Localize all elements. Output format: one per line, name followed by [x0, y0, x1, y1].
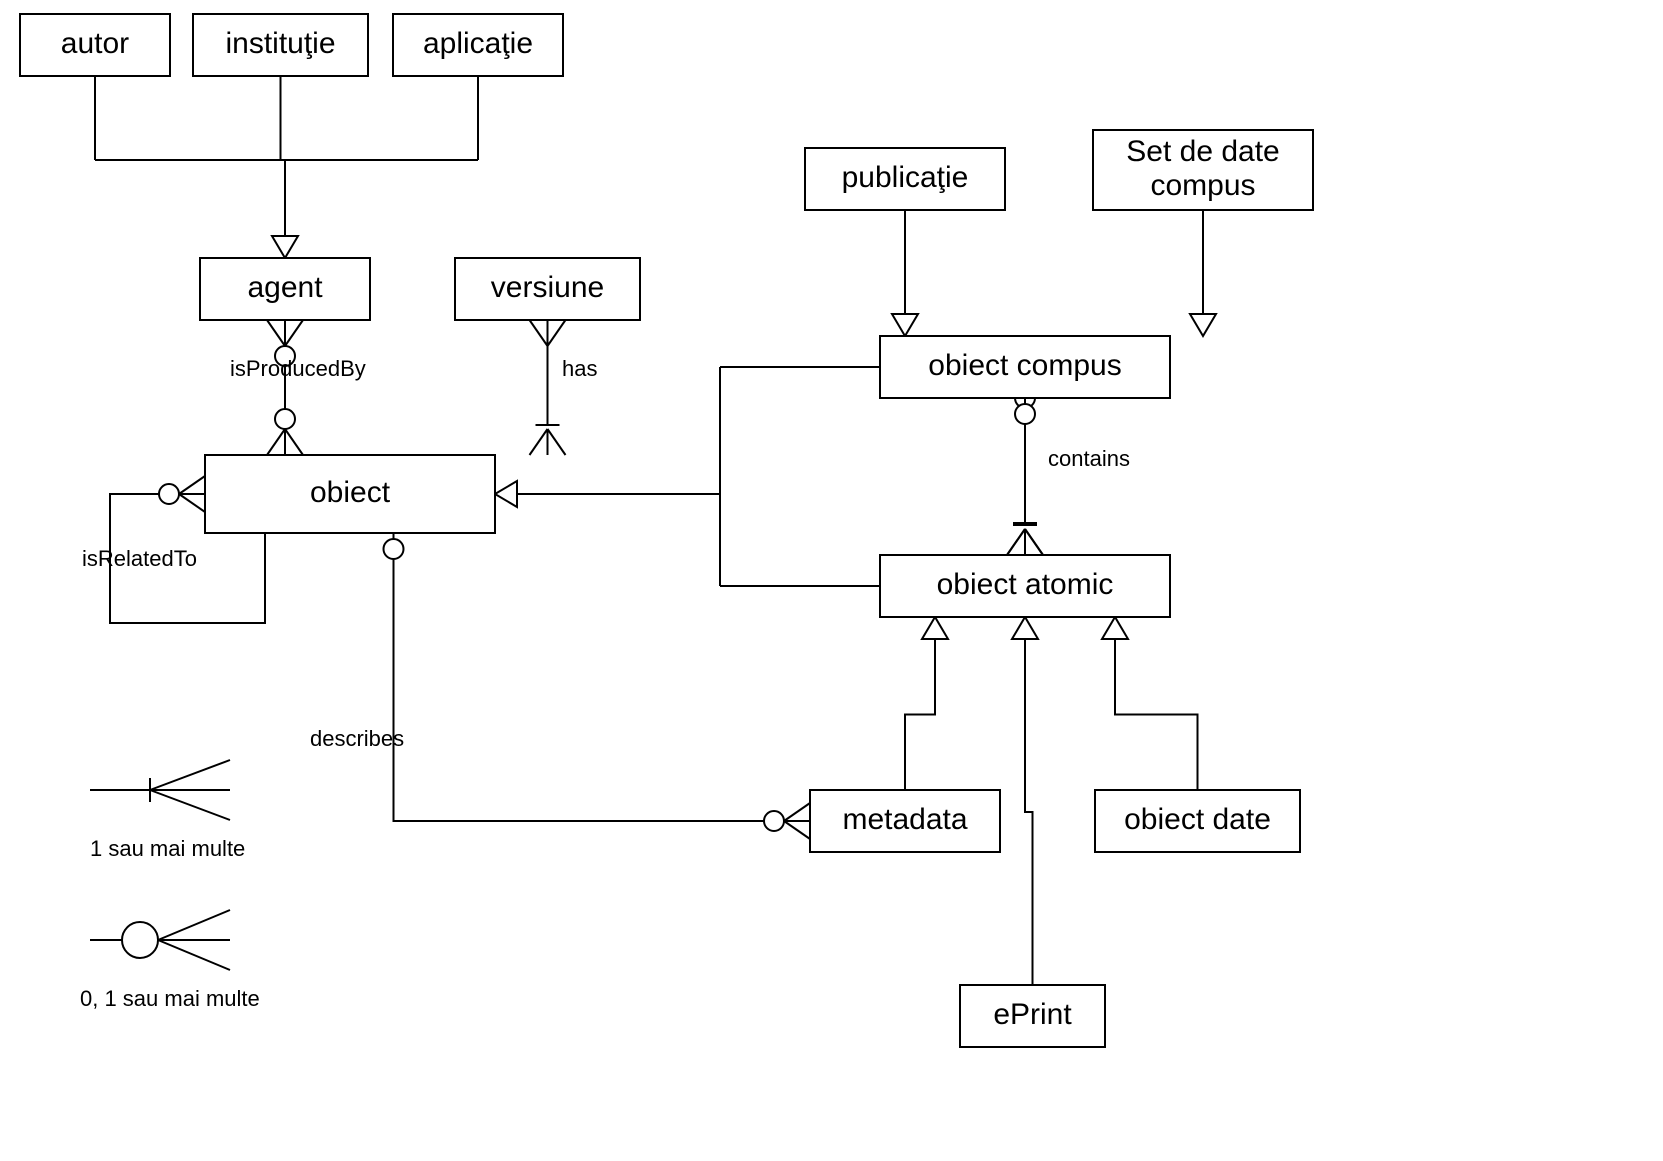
- node-obatomic-label: obiect atomic: [937, 568, 1114, 601]
- node-obcompus-label: obiect compus: [928, 349, 1121, 382]
- legend-zero-or-more: 0, 1 sau mai multe: [80, 986, 260, 1011]
- node-versiune-label: versiune: [491, 271, 604, 304]
- node-obiect-label: obiect: [310, 476, 391, 509]
- node-aplicatie-label: aplicaţie: [423, 27, 533, 60]
- node-publicatie-label: publicaţie: [842, 161, 969, 194]
- node-institutie-label: instituţie: [225, 27, 335, 60]
- rel-isProducedBy: isProducedBy: [230, 356, 366, 381]
- node-agent-label: agent: [247, 271, 323, 304]
- rel-describes: describes: [310, 726, 404, 751]
- node-setdate-label: compus: [1150, 169, 1255, 202]
- node-setdate-label: Set de date: [1126, 135, 1279, 168]
- node-obdate-label: obiect date: [1124, 803, 1271, 836]
- node-autor-label: autor: [61, 27, 129, 60]
- rel-contains: contains: [1048, 446, 1130, 471]
- node-metadata-label: metadata: [842, 803, 967, 836]
- rel-isRelatedTo: isRelatedTo: [82, 546, 197, 571]
- legend-one-or-more: 1 sau mai multe: [90, 836, 245, 861]
- rel-has: has: [562, 356, 597, 381]
- node-eprint-label: ePrint: [993, 998, 1072, 1031]
